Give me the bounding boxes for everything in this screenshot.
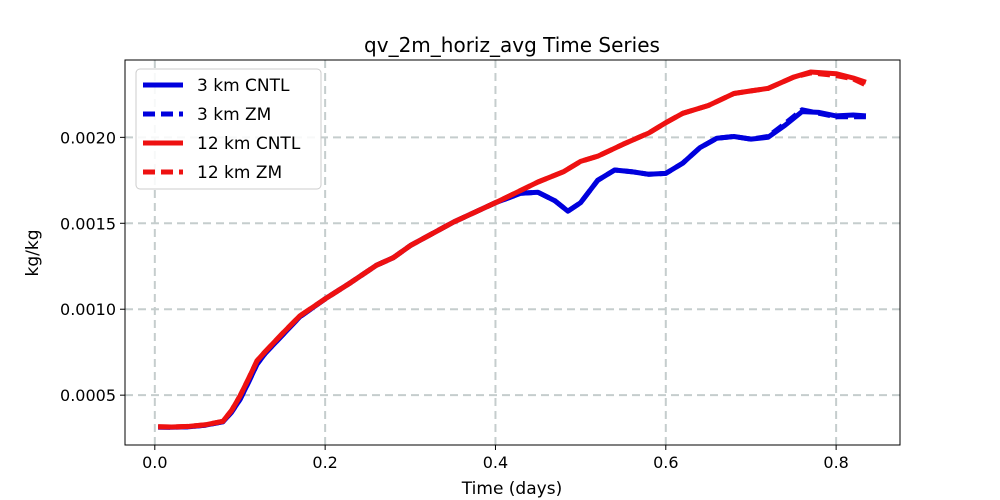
legend: 3 km CNTL 3 km ZM 12 km CNTL 12 km ZM <box>135 68 322 190</box>
x-tick-label: 0.4 <box>483 453 508 472</box>
x-tick-label: 0.8 <box>823 453 848 472</box>
y-tick-label: 0.0015 <box>60 214 116 233</box>
y-tick-label: 0.0005 <box>60 386 116 405</box>
legend-label: 12 km ZM <box>197 163 282 183</box>
series-line-12-km-zm <box>158 70 867 430</box>
x-tick-label: 0.6 <box>653 453 678 472</box>
legend-box <box>135 68 322 190</box>
x-tick-label: 0.2 <box>312 453 337 472</box>
legend-label: 3 km CNTL <box>197 76 290 96</box>
y-tick-label: 0.0010 <box>60 300 116 319</box>
plot-frame <box>124 59 901 446</box>
series-line-3-km-zm <box>158 107 866 430</box>
legend-label: 3 km ZM <box>197 105 271 125</box>
series-lines <box>158 69 867 430</box>
y-axis-ticks: 0.0005 0.0010 0.0015 0.0020 <box>60 128 125 405</box>
x-tick-label: 0.0 <box>142 453 167 472</box>
legend-label: 12 km CNTL <box>197 134 301 154</box>
x-axis-title: Time (days) <box>461 479 562 499</box>
y-tick-label: 0.0020 <box>60 128 116 147</box>
chart-title: qv_2m_horiz_avg Time Series <box>364 33 660 57</box>
x-axis-ticks: 0.0 0.2 0.4 0.6 0.8 <box>142 445 849 472</box>
y-axis-title: kg/kg <box>23 230 43 277</box>
